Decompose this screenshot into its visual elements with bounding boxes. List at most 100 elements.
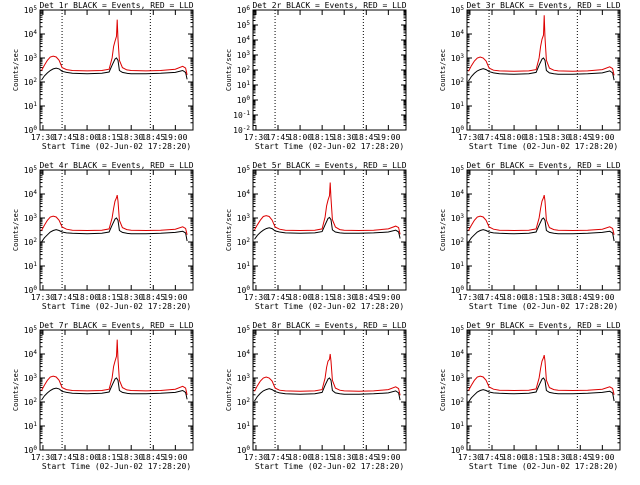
detector-panel: 10-210-110010110210310410510617:3017:451… (225, 1, 407, 151)
x-axis-label: Start Time (02-Jun-02 17:28:20) (469, 462, 618, 471)
x-tick-label: 18:00 (502, 133, 526, 142)
y-tick-label: 101 (451, 421, 465, 431)
y-tick-label: 103 (24, 213, 38, 223)
plot-frame (39, 329, 194, 451)
panel-title: Det 2r BLACK = Events, RED = LLD (252, 1, 406, 10)
y-tick-label: 103 (237, 213, 251, 223)
x-axis-label: Start Time (02-Jun-02 17:28:20) (255, 142, 404, 151)
x-tick-label: 17:30 (458, 133, 482, 142)
events-series-line (41, 377, 188, 401)
x-tick-label: 17:45 (266, 293, 290, 302)
x-tick-label: 18:00 (502, 293, 526, 302)
y-tick-label: 102 (24, 397, 38, 407)
y-tick-label: 104 (237, 349, 251, 359)
events-series-line (468, 57, 615, 82)
y-tick-label: 105 (237, 325, 251, 335)
x-axis-label: Start Time (02-Jun-02 17:28:20) (469, 302, 618, 311)
y-tick-label: 102 (451, 397, 465, 407)
plot-frame (39, 9, 194, 131)
x-tick-label: 18:45 (141, 453, 165, 462)
events-series-line (254, 216, 401, 240)
y-tick-label: 104 (451, 29, 465, 39)
x-tick-label: 18:00 (75, 453, 99, 462)
x-axis-label: Start Time (02-Jun-02 17:28:20) (42, 142, 191, 151)
panel-title: Det 7r BLACK = Events, RED = LLD (39, 321, 193, 330)
y-tick-label: 100 (451, 125, 465, 135)
y-axis-label: Counts/sec (12, 49, 20, 91)
y-tick-label: 102 (237, 65, 251, 75)
y-tick-label: 102 (237, 397, 251, 407)
x-tick-label: 17:45 (53, 133, 77, 142)
x-tick-label: 17:30 (244, 293, 268, 302)
panel-title: Det 5r BLACK = Events, RED = LLD (252, 161, 406, 170)
y-tick-label: 103 (451, 373, 465, 383)
lld-series-line (41, 19, 188, 75)
y-tick-label: 100 (24, 285, 38, 295)
y-tick-label: 101 (237, 421, 251, 431)
y-tick-label: 103 (451, 53, 465, 63)
detector-panel: 10010110210310410517:3017:4518:0018:1518… (225, 321, 407, 471)
events-series-line (41, 57, 188, 81)
y-tick-label: 105 (24, 325, 38, 335)
events-series-line (41, 217, 188, 243)
panel-title: Det 9r BLACK = Events, RED = LLD (466, 321, 620, 330)
events-series-line (468, 377, 615, 403)
x-tick-label: 17:45 (480, 453, 504, 462)
events-series-line (468, 217, 615, 243)
y-tick-label: 102 (237, 237, 251, 247)
x-tick-label: 18:30 (332, 453, 356, 462)
y-tick-label: 102 (451, 77, 465, 87)
panel-title: Det 3r BLACK = Events, RED = LLD (466, 1, 620, 10)
y-axis-label: Counts/sec (225, 369, 233, 411)
x-tick-label: 18:00 (502, 453, 526, 462)
x-tick-label: 18:15 (524, 453, 548, 462)
x-tick-label: 17:30 (31, 133, 55, 142)
y-tick-label: 104 (237, 35, 251, 45)
y-axis-label: Counts/sec (439, 209, 447, 251)
y-tick-label: 105 (24, 5, 38, 15)
x-tick-label: 19:00 (376, 133, 400, 142)
y-tick-label: 101 (451, 101, 465, 111)
x-tick-label: 17:45 (480, 133, 504, 142)
x-tick-label: 18:00 (75, 293, 99, 302)
x-axis-label: Start Time (02-Jun-02 17:28:20) (42, 302, 191, 311)
y-axis-label: Counts/sec (439, 49, 447, 91)
y-tick-label: 103 (24, 373, 38, 383)
y-tick-label: 10-1 (233, 110, 250, 120)
y-tick-label: 100 (24, 445, 38, 455)
plot-frame (39, 169, 194, 291)
x-tick-label: 17:30 (244, 133, 268, 142)
y-tick-label: 102 (451, 237, 465, 247)
detector-panel: 10010110210310410517:3017:4518:0018:1518… (439, 321, 621, 471)
x-tick-label: 18:30 (546, 133, 570, 142)
x-tick-label: 17:30 (458, 293, 482, 302)
y-tick-label: 100 (451, 285, 465, 295)
detector-panel: 10010110210310410517:3017:4518:0018:1518… (439, 161, 621, 311)
x-tick-label: 18:45 (568, 453, 592, 462)
lld-series-line (468, 194, 615, 235)
panel-title: Det 6r BLACK = Events, RED = LLD (466, 161, 620, 170)
y-tick-label: 100 (237, 285, 251, 295)
detector-panel: 10010110210310410517:3017:4518:0018:1518… (225, 161, 407, 311)
x-axis-label: Start Time (02-Jun-02 17:28:20) (469, 142, 618, 151)
x-tick-label: 17:45 (480, 293, 504, 302)
x-tick-label: 18:15 (524, 133, 548, 142)
detector-panel: 10010110210310410517:3017:4518:0018:1518… (12, 1, 194, 151)
x-tick-label: 18:45 (354, 293, 378, 302)
y-tick-label: 104 (24, 189, 38, 199)
y-tick-label: 100 (24, 125, 38, 135)
y-tick-label: 100 (237, 95, 251, 105)
x-tick-label: 17:45 (266, 453, 290, 462)
y-tick-label: 105 (237, 20, 251, 30)
x-axis-label: Start Time (02-Jun-02 17:28:20) (255, 462, 404, 471)
x-tick-label: 17:45 (266, 133, 290, 142)
y-tick-label: 105 (24, 165, 38, 175)
y-tick-label: 101 (24, 101, 38, 111)
lld-series-line (254, 353, 401, 396)
y-axis-label: Counts/sec (225, 209, 233, 251)
x-tick-label: 18:30 (332, 133, 356, 142)
x-tick-label: 18:45 (354, 453, 378, 462)
x-tick-label: 18:45 (141, 133, 165, 142)
x-tick-label: 18:15 (310, 133, 334, 142)
x-tick-label: 18:30 (546, 453, 570, 462)
